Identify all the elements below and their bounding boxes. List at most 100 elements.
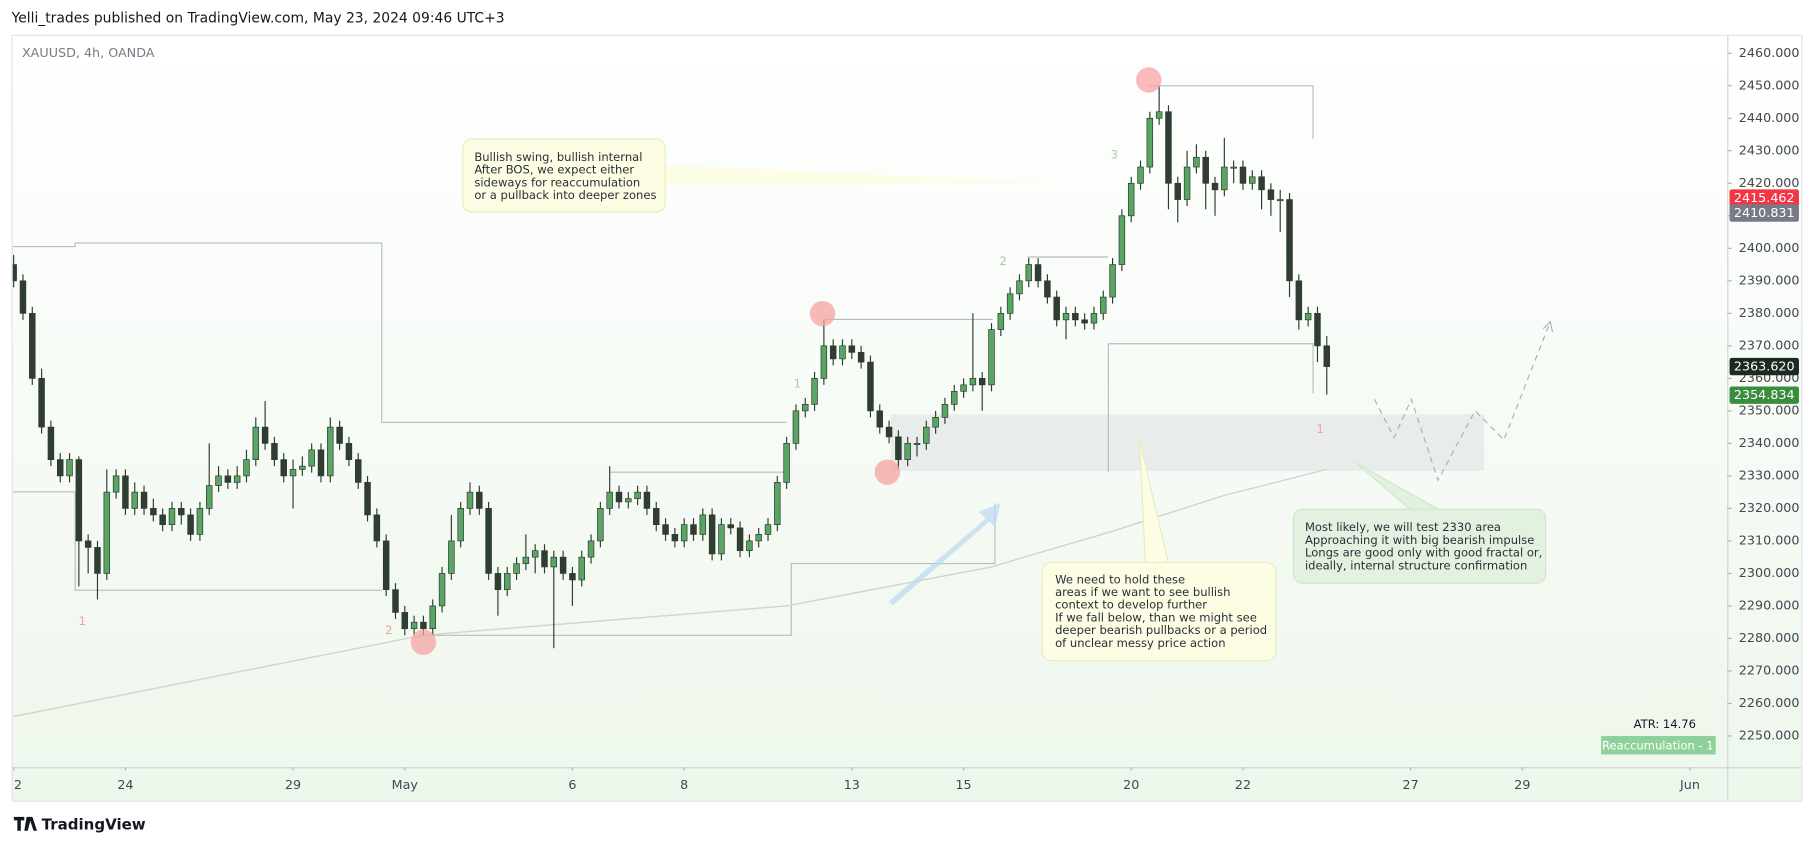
x-tick-label: 27 [1403, 777, 1419, 792]
candle-body [932, 417, 939, 428]
y-tick-label: 2320.000 [1739, 500, 1800, 515]
candle-body [12, 264, 17, 282]
candle-body [94, 547, 101, 574]
candle-body [1118, 215, 1126, 265]
candle-body [19, 280, 27, 314]
candle-body [336, 426, 343, 444]
candle-body [112, 475, 120, 493]
candle-body [476, 491, 483, 509]
note-line: context to develop further [1055, 598, 1207, 612]
candle-body [671, 534, 679, 542]
note-line: We need to hold these [1055, 572, 1185, 586]
y-tick-label: 2290.000 [1739, 597, 1800, 612]
plot: 1 2 1 2 3 1 Bullish swing, bullish inter… [12, 67, 1716, 755]
note-line: Longs are good only with good fractal or… [1305, 546, 1542, 560]
candle-body [820, 345, 828, 379]
candle-body [643, 491, 651, 509]
candle-body [289, 469, 297, 477]
note-line: areas if we want to see bullish [1055, 585, 1230, 599]
header: Yelli_trades published on TradingView.co… [11, 11, 505, 27]
candle-body [531, 550, 539, 558]
y-tick-label: 2460.000 [1739, 45, 1800, 60]
y-tick-label: 2420.000 [1739, 175, 1800, 190]
candle-body [792, 410, 800, 444]
candle-body [1286, 199, 1293, 282]
candle-body [774, 482, 781, 525]
candle-body [1174, 182, 1182, 200]
note-line: of unclear messy price action [1055, 636, 1225, 650]
x-tick-label: 2 [14, 777, 22, 792]
candle-body [261, 426, 269, 444]
candle-body [736, 527, 744, 552]
price-label: 2363.620 [1734, 359, 1795, 374]
candle-body [327, 426, 334, 477]
projection-arrowhead [1542, 320, 1554, 333]
y-tick-label: 2300.000 [1739, 565, 1800, 580]
note-line: or a pullback into deeper zones [474, 188, 656, 202]
y-tick-label: 2260.000 [1739, 695, 1800, 710]
swing-label: 1 [1317, 422, 1324, 436]
candle-body [1034, 264, 1042, 282]
y-tick-label: 2370.000 [1739, 337, 1800, 352]
candle-body [708, 514, 716, 555]
swing-label: 3 [1111, 148, 1118, 162]
note-line: ideally, internal structure confirmation [1305, 558, 1527, 572]
candle-body [1323, 345, 1331, 367]
y-tick-label: 2270.000 [1739, 662, 1800, 677]
swing-circle [1136, 67, 1162, 93]
axes: 2250.000 2260.000 2270.000 2280.000 2290.000… [13, 45, 1800, 792]
candle-body [1183, 166, 1191, 200]
candle-body [978, 378, 986, 386]
candle-body [904, 443, 911, 460]
candle-body [168, 508, 176, 525]
candle-body [84, 540, 92, 548]
candle-body [653, 508, 660, 525]
candle-body [355, 459, 362, 483]
candle-body [438, 573, 446, 607]
x-tick-label: 22 [1235, 777, 1251, 792]
brand: TradingView [42, 816, 146, 834]
candle-body [625, 498, 632, 503]
y-tick-label: 2430.000 [1739, 142, 1800, 157]
candle-body [1146, 117, 1154, 168]
swing-circle [410, 629, 437, 655]
candle-body [410, 621, 418, 630]
candle-body [122, 475, 129, 509]
candle-body [29, 312, 36, 379]
x-tick-label: May [392, 777, 419, 792]
candle-body [1193, 156, 1200, 168]
x-tick-label: 24 [117, 777, 133, 792]
candle-body [317, 449, 325, 477]
structure-line [1148, 85, 1314, 139]
candle-body [196, 508, 204, 535]
structure-lines [12, 85, 1314, 636]
structure-line [423, 503, 996, 636]
candle-body [1230, 166, 1237, 169]
y-tick-label: 2380.000 [1739, 305, 1800, 320]
x-tick-label: 8 [680, 777, 688, 792]
candle-body [867, 361, 874, 412]
candle-body [1025, 264, 1032, 282]
y-tick-label: 2280.000 [1739, 630, 1800, 645]
candle-body [457, 508, 464, 542]
callout [1041, 561, 1277, 662]
candle-body [56, 459, 64, 477]
candle-body [233, 475, 241, 483]
x-tick-label: Jun [1679, 777, 1700, 792]
candle-body [764, 524, 772, 535]
price-label: 2354.834 [1734, 387, 1795, 402]
candle-body [205, 485, 213, 509]
candle-body [559, 556, 567, 574]
callout [462, 138, 666, 213]
note-line: Bullish swing, bullish internal [474, 150, 642, 164]
atr: ATR: 14.76 [1634, 717, 1696, 731]
structure-line [1107, 343, 1314, 473]
swing-label: 1 [79, 614, 86, 628]
candle-body [615, 491, 623, 503]
candle-body [429, 605, 436, 630]
x-tick-label: 29 [1514, 777, 1530, 792]
candle-body [1249, 176, 1256, 184]
candle-body [634, 491, 641, 499]
swing-circle [809, 300, 836, 327]
candle-body [364, 482, 371, 516]
